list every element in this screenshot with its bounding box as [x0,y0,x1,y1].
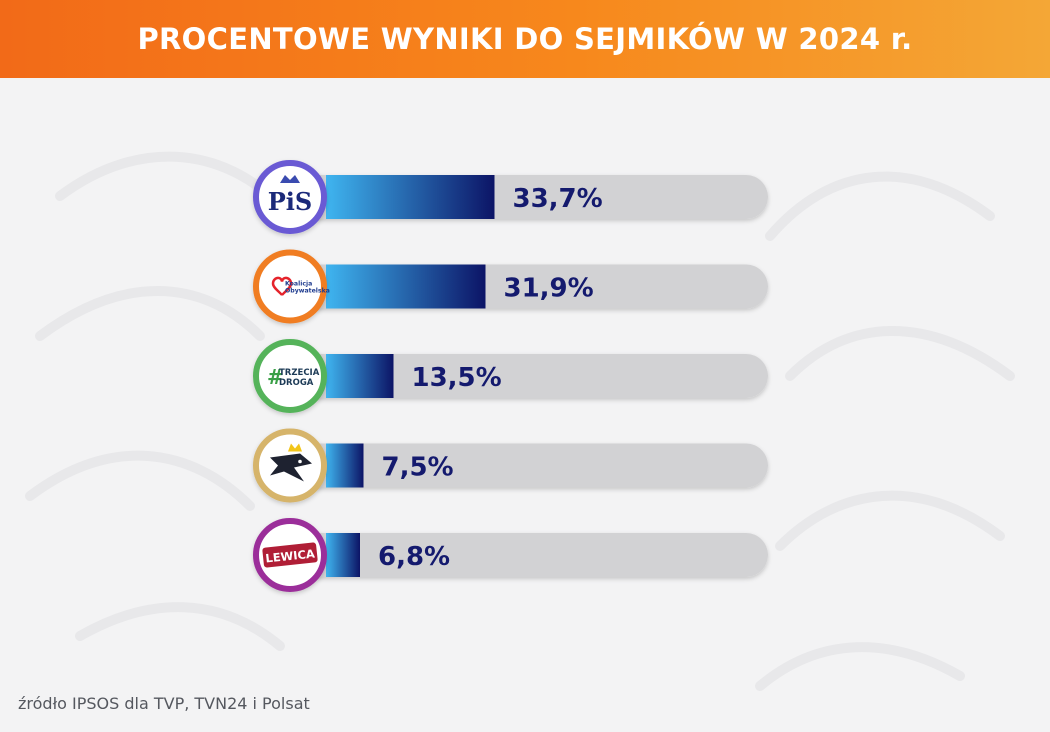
party-logo-pis: PiS [253,160,327,234]
bar-track [290,354,768,398]
bar-row-lewica: 6,8% LEWICA [253,518,768,592]
bar-row-pis: 33,7% PiS [253,160,768,234]
logo-ring [253,339,327,413]
bar-trzecia-droga [326,354,394,398]
value-label-pis: 33,7% [513,184,603,214]
heart-icon [271,276,293,296]
value-label-koalicja-obywatelska: 31,9% [504,274,594,304]
chart-title: PROCENTOWE WYNIKI DO SEJMIKÓW W 2024 r. [137,22,913,56]
party-logo-lewica: LEWICA [253,518,327,592]
bar-track [290,443,768,488]
value-label-lewica: 6,8% [378,542,450,572]
crown-icon [288,443,302,452]
party-logo-konfederacja [253,428,327,503]
source-note: źródło IPSOS dla TVP, TVN24 i Polsat [18,694,310,713]
bird-eye [298,459,302,464]
value-label-trzecia-droga: 13,5% [412,363,502,393]
logo-text: PiS [268,187,313,216]
logo-text: Obywatelska [285,288,330,295]
bar-row-konfederacja: 7,5% [253,428,768,503]
bar-koalicja-obywatelska [326,264,486,309]
crown-icon [280,175,300,183]
logo-text: LEWICA [265,546,316,565]
bar-lewica [326,533,360,577]
hash-icon: # [267,365,284,389]
bird-icon [270,453,312,482]
title-banner: PROCENTOWE WYNIKI DO SEJMIKÓW W 2024 r. [0,0,1050,78]
logo-text: Koalicja [285,281,312,288]
logo-text: DROGA [279,378,314,388]
logo-badge [262,542,318,568]
logo-text: TRZECIA [279,368,320,378]
bar-track [290,533,768,577]
value-label-konfederacja: 7,5% [382,453,454,483]
logo-ring [253,160,327,234]
bar-pis [326,175,495,219]
bar-konfederacja [326,443,364,488]
